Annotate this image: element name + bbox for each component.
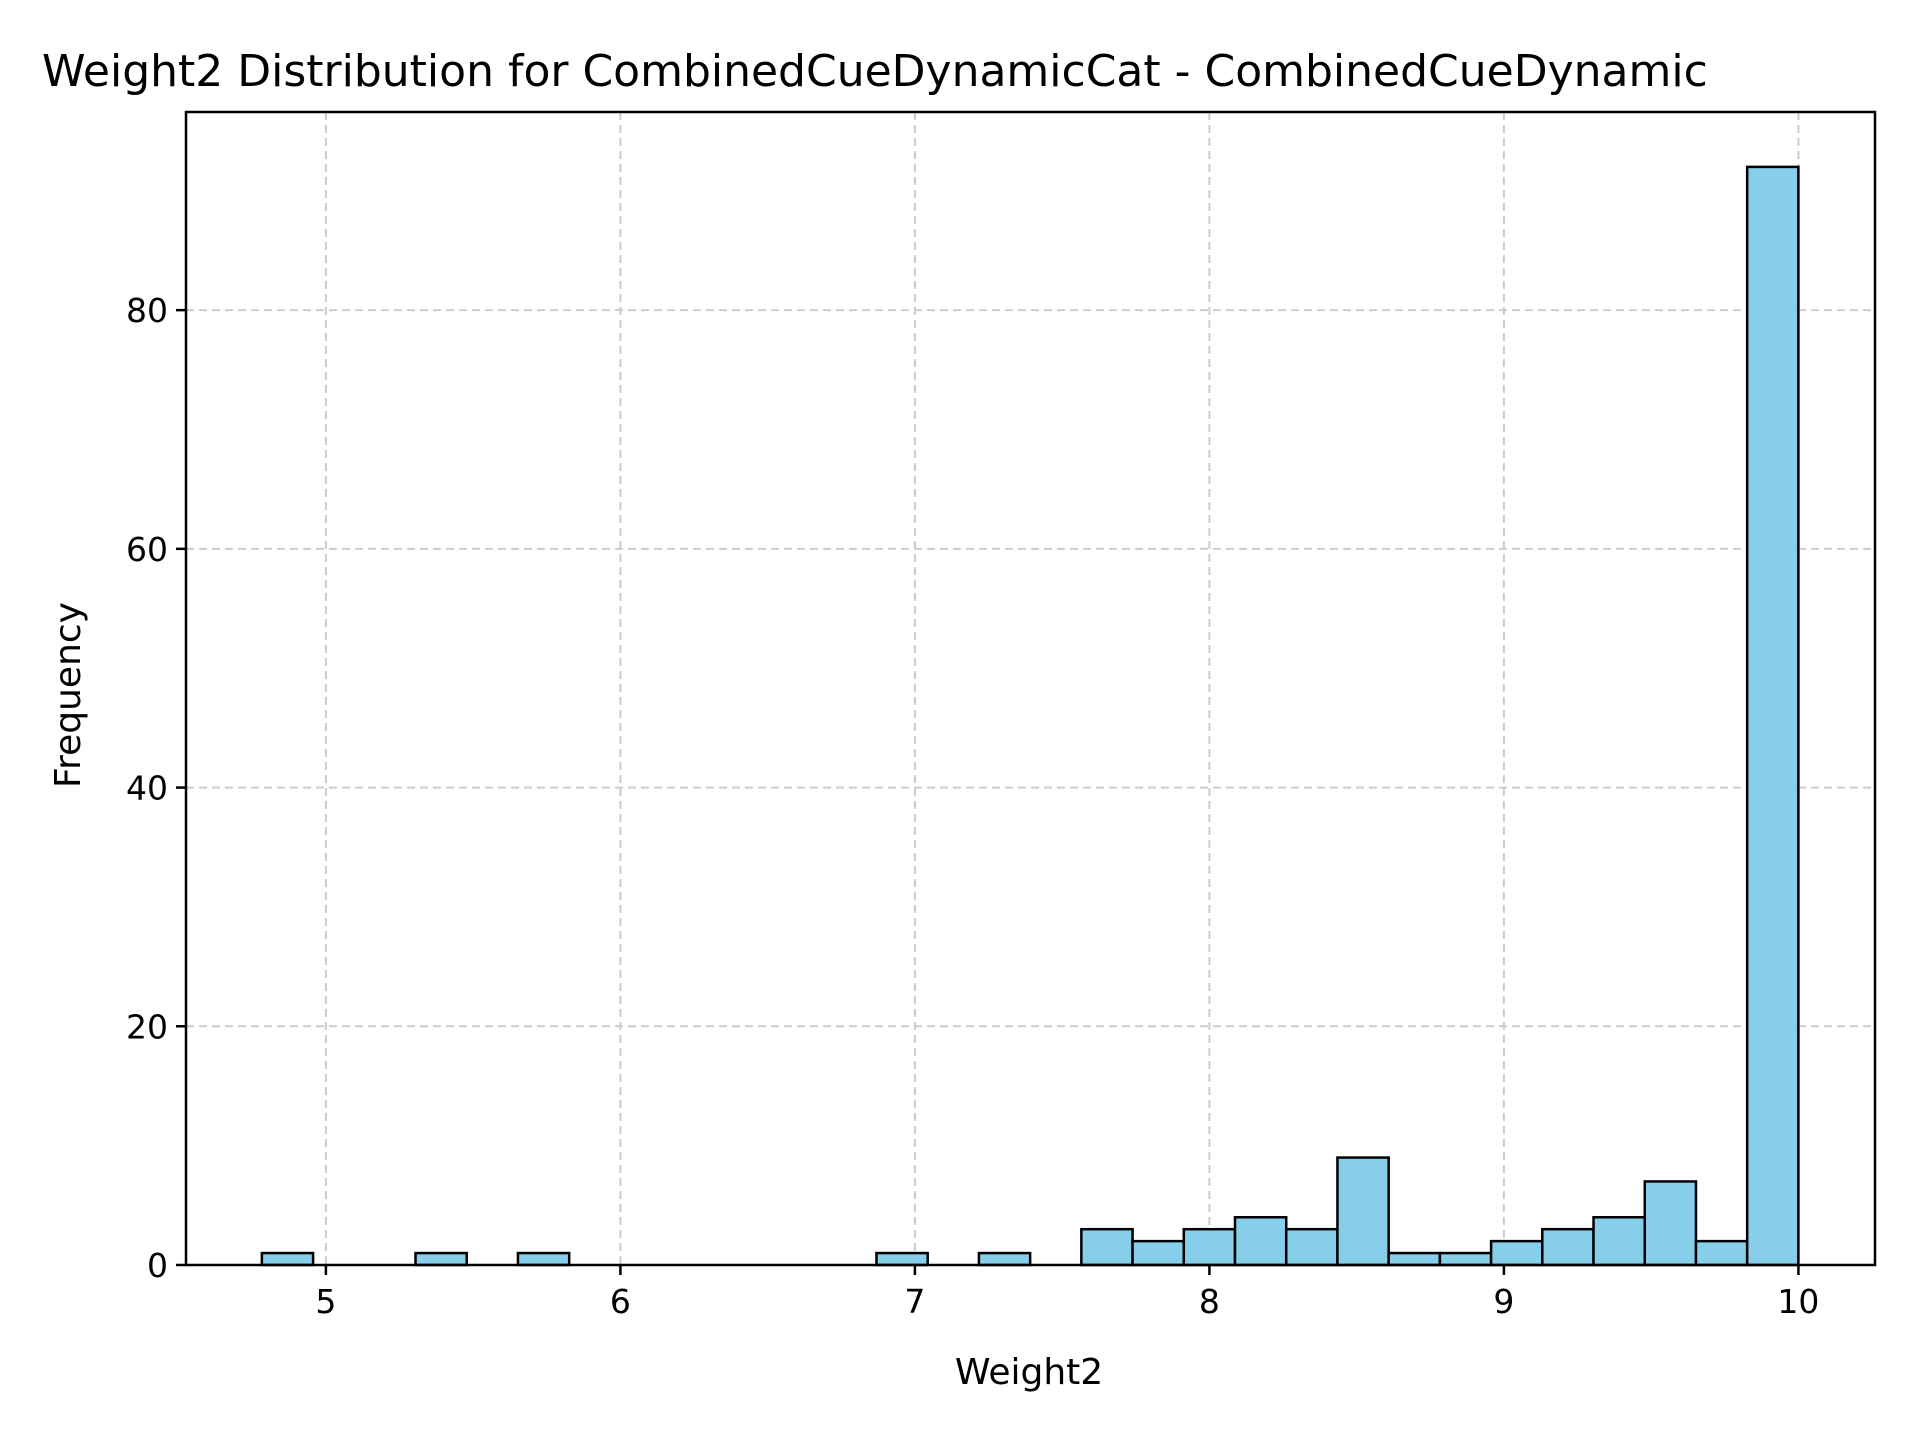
histogram-bar (1694, 1239, 1749, 1267)
x-tick-label: 10 (1777, 1282, 1819, 1321)
plot-frame (184, 110, 1877, 1267)
histogram-bar (1182, 1227, 1237, 1267)
x-axis-ticks: 5 6 7 8 9 10 (315, 1265, 1819, 1321)
x-tick-label: 6 (610, 1282, 631, 1321)
histogram-bar (1336, 1156, 1390, 1267)
histogram-bars (260, 165, 1800, 1267)
grid-lines (186, 112, 1875, 1265)
y-tick-label: 60 (126, 530, 168, 569)
x-tick-label: 7 (904, 1282, 925, 1321)
x-tick-label: 5 (315, 1282, 336, 1321)
y-tick-label: 0 (147, 1246, 168, 1285)
histogram-bar (1233, 1216, 1288, 1267)
histogram-bar (1284, 1227, 1339, 1267)
x-tick-label: 8 (1199, 1282, 1220, 1321)
y-axis-ticks: 0 20 40 60 80 (126, 291, 186, 1285)
histogram-bar (260, 1251, 315, 1267)
histogram-bar (1438, 1251, 1493, 1267)
histogram-bar (1643, 1180, 1698, 1267)
y-tick-label: 80 (126, 291, 168, 330)
histogram-bar (977, 1251, 1032, 1267)
histogram-bar (1592, 1216, 1646, 1267)
histogram-bar (1745, 165, 1800, 1267)
y-tick-label: 20 (126, 1007, 168, 1046)
y-tick-label: 40 (126, 769, 168, 808)
histogram-bar (1541, 1227, 1595, 1267)
histogram-bar (1387, 1251, 1442, 1267)
histogram-bar (516, 1251, 571, 1267)
histogram-bar (1489, 1239, 1544, 1267)
histogram-bar (875, 1251, 929, 1267)
chart-title: Weight2 Distribution for CombinedCueDyna… (42, 46, 1708, 97)
x-axis-label: Weight2 (955, 1352, 1103, 1393)
histogram-bar (414, 1251, 468, 1267)
y-axis-label: Frequency (48, 602, 89, 788)
histogram-bar (1131, 1239, 1186, 1267)
histogram-bar (1080, 1227, 1134, 1267)
x-tick-label: 9 (1493, 1282, 1514, 1321)
